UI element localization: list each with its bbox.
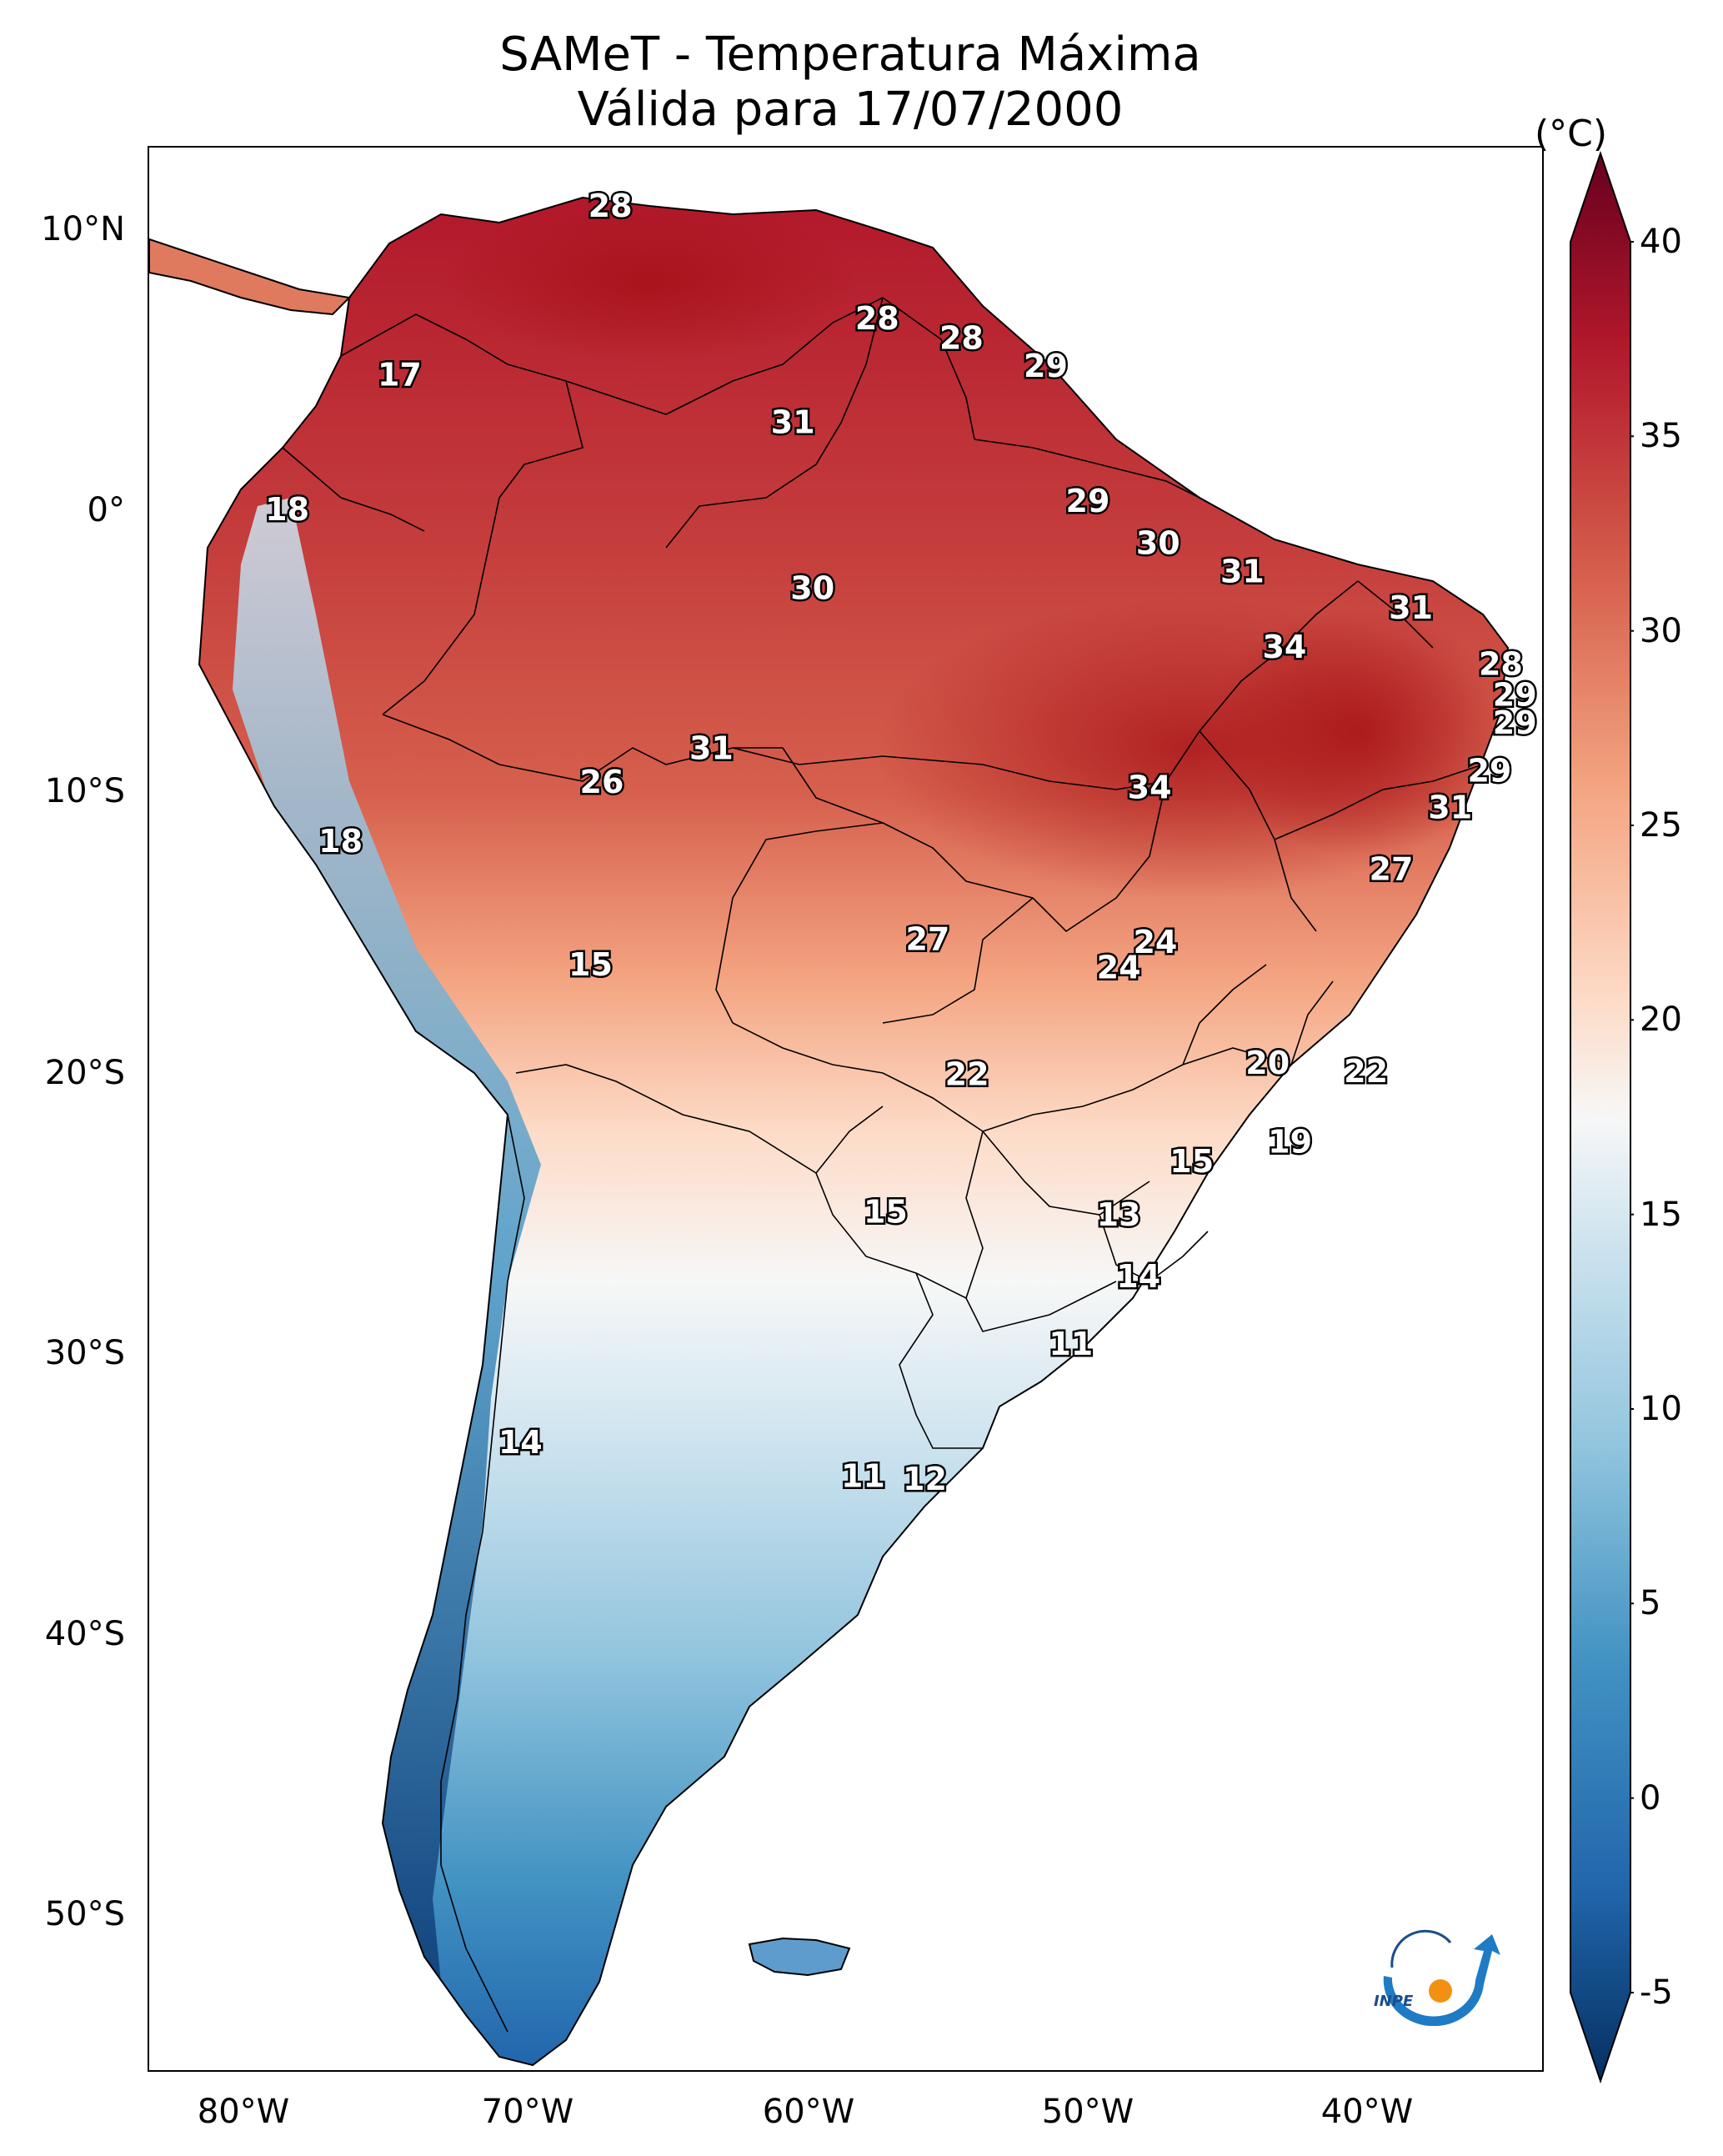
colorbar-label-minus5: -5 (1640, 1973, 1673, 2012)
inpe-logo (1383, 1929, 1500, 2026)
colorbar-label-30: 30 (1640, 612, 1682, 650)
colorbar-bar (1570, 150, 1631, 2084)
coastline (198, 196, 1510, 2067)
station-value-label: 22 (945, 1056, 989, 1093)
map-title: SAMeT - Temperatura Máxima (499, 28, 1201, 82)
colorbar-label-5: 5 (1640, 1584, 1661, 1622)
colorbar (1570, 150, 1634, 2084)
station-value-label: 24 (1133, 924, 1177, 960)
station-value-label: 31 (689, 730, 734, 767)
station-value-label: 29 (1467, 753, 1511, 790)
station-value-label: 34 (1128, 770, 1172, 806)
station-value-label: 30 (790, 570, 834, 607)
station-value-label: 27 (905, 921, 949, 958)
station-value-label: 28 (855, 300, 899, 337)
station-value-label: 15 (568, 946, 613, 983)
station-value-label: 18 (318, 823, 363, 860)
lat-label-20s: 20°S (44, 1054, 125, 1092)
station-value-label: 12 (903, 1461, 947, 1497)
station-value-label: 30 (1136, 525, 1180, 562)
station-value-label: 29 (1493, 677, 1537, 714)
station-value-label: 31 (1389, 589, 1433, 626)
political-borders (282, 297, 1484, 2033)
station-value-label: 27 (1370, 851, 1414, 888)
colorbar-unit: (°C) (1535, 113, 1608, 155)
colorbar-label-15: 15 (1640, 1196, 1682, 1234)
station-value-label: 29 (1066, 483, 1110, 519)
falkland-islands (748, 1937, 851, 1977)
lat-label-10n: 10°N (41, 210, 125, 248)
station-value-label: 26 (580, 764, 624, 800)
colorbar-label-0: 0 (1640, 1779, 1661, 1818)
lat-label-50s: 50°S (44, 1895, 125, 1933)
station-value-label: 11 (1049, 1326, 1093, 1362)
colorbar-label-35: 35 (1640, 417, 1682, 455)
lon-label-60w: 60°W (762, 2093, 855, 2131)
lon-label-50w: 50°W (1041, 2093, 1134, 2131)
lon-label-40w: 40°W (1320, 2093, 1414, 2131)
station-value-label: 19 (1268, 1123, 1312, 1160)
logo-text: INPE (1374, 1993, 1414, 2010)
lon-label-80w: 80°W (197, 2093, 290, 2131)
colorbar-label-25: 25 (1640, 806, 1682, 845)
station-value-label: 20 (1245, 1045, 1290, 1081)
station-value-label: 31 (1428, 789, 1472, 825)
station-value-label: 34 (1262, 629, 1306, 665)
station-value-label: 31 (771, 404, 815, 441)
lat-label-0: 0° (87, 491, 125, 529)
station-value-label: 29 (1493, 704, 1537, 741)
colorbar-label-20: 20 (1640, 1000, 1682, 1039)
station-value-label: 17 (378, 356, 422, 393)
station-value-label: 15 (1170, 1143, 1214, 1180)
colorbar-label-40: 40 (1640, 223, 1682, 261)
station-value-label: 15 (864, 1194, 908, 1231)
hot-region-northeast (1208, 606, 1508, 856)
map-subtitle: Válida para 17/07/2000 (577, 83, 1124, 137)
lat-label-30s: 30°S (44, 1334, 125, 1372)
colorbar-label-10: 10 (1640, 1390, 1682, 1428)
colorbar-ticks (1630, 241, 1634, 1993)
station-value-label: 29 (1024, 348, 1068, 384)
station-value-label: 28 (1479, 646, 1523, 683)
central-america (149, 238, 352, 316)
map-panel: 28 17 28 28 29 31 18 29 30 31 30 31 34 28 29 29 31 26 34 29… (148, 146, 1544, 2072)
station-value-label: 11 (841, 1457, 885, 1494)
station-value-label: 13 (1097, 1196, 1141, 1233)
station-value-label: 22 (1344, 1053, 1388, 1090)
lat-label-10s: 10°S (44, 772, 125, 810)
station-value-label: 14 (498, 1424, 543, 1461)
station-value-label: 28 (939, 320, 984, 357)
lat-label-40s: 40°S (44, 1615, 125, 1653)
lon-label-70w: 70°W (481, 2093, 574, 2131)
station-value-label: 18 (265, 491, 309, 528)
hot-region-caribbean (441, 198, 858, 364)
station-value-label: 28 (589, 188, 633, 224)
station-value-label: 24 (1097, 949, 1141, 985)
station-value-label: 31 (1220, 553, 1265, 589)
station-value-label: 14 (1116, 1258, 1160, 1295)
